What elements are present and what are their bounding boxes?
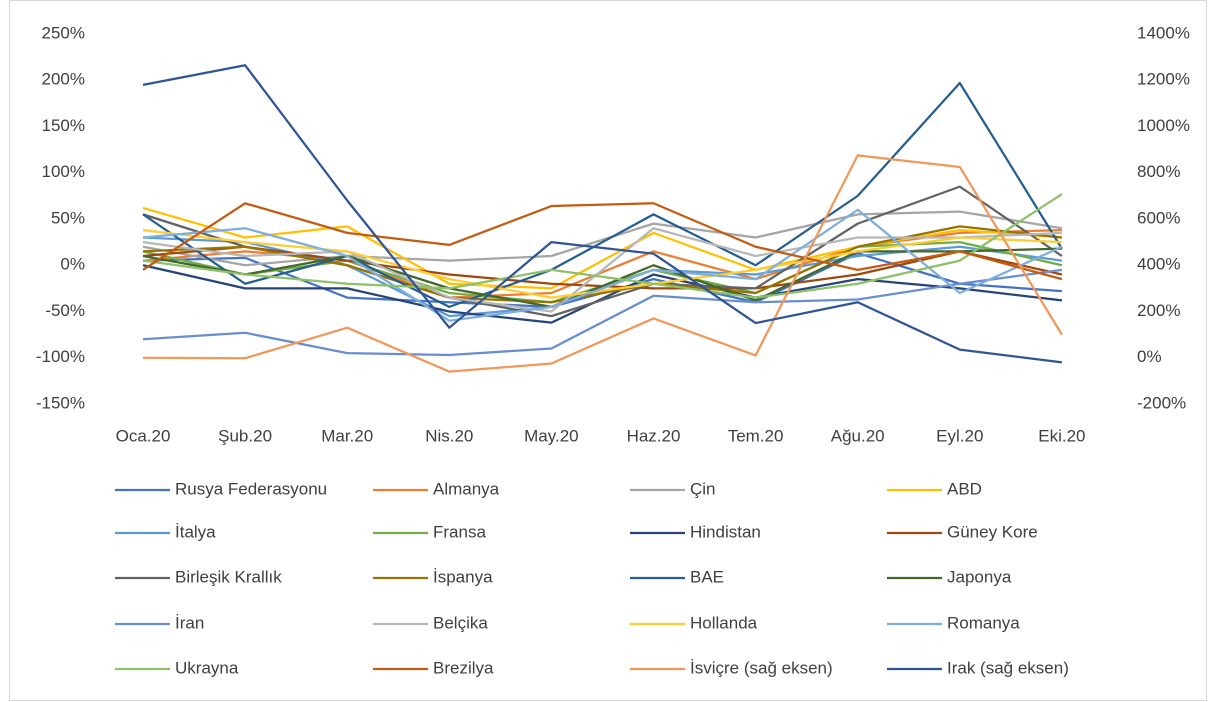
y2-tick-label: -200%: [1137, 393, 1186, 412]
x-tick-label: May.20: [524, 426, 579, 445]
series-line: [142, 154, 1063, 373]
series-line: [142, 264, 1063, 324]
legend-label: İran: [175, 613, 204, 632]
x-tick-label: Tem.20: [728, 426, 784, 445]
legend-label: Hollanda: [690, 613, 758, 632]
legend-label: İspanya: [433, 567, 493, 586]
y-tick-label: -150%: [36, 393, 85, 412]
legend-label: Japonya: [947, 567, 1012, 586]
legend-label: Fransa: [433, 522, 486, 541]
legend-label: Çin: [690, 479, 716, 498]
series-line: [142, 208, 1063, 322]
x-tick-label: Şub.20: [218, 426, 272, 445]
y-tick-label: 100%: [42, 162, 85, 181]
y2-tick-label: 1200%: [1137, 70, 1190, 89]
legend-label: Belçika: [433, 613, 488, 632]
y2-tick-label: 1000%: [1137, 116, 1190, 135]
legend-label: Romanya: [947, 613, 1020, 632]
x-tick-label: Eyl.20: [936, 426, 983, 445]
legend-label: Birleşik Krallık: [175, 567, 282, 586]
series-line: [142, 81, 1063, 308]
legend-label: Almanya: [433, 479, 500, 498]
y2-tick-label: 800%: [1137, 162, 1180, 181]
y-tick-label: -50%: [45, 301, 85, 320]
legend-label: Hindistan: [690, 522, 761, 541]
y-tick-label: 0%: [60, 255, 85, 274]
y2-tick-label: 600%: [1137, 208, 1180, 227]
legend-label: Brezilya: [433, 658, 494, 677]
y2-tick-label: 0%: [1137, 347, 1162, 366]
y-tick-label: 250%: [42, 23, 85, 42]
x-tick-label: Oca.20: [116, 426, 171, 445]
x-tick-label: Haz.20: [627, 426, 681, 445]
series-line: [142, 202, 1063, 281]
series-line: [142, 210, 1063, 267]
legend-label: İtalya: [175, 522, 216, 541]
legend-label: Güney Kore: [947, 522, 1038, 541]
legend-label: Irak (sağ eksen): [947, 658, 1069, 677]
series-line: [142, 227, 1062, 313]
y2-tick-label: 1400%: [1137, 23, 1190, 42]
x-tick-label: Ağu.20: [831, 426, 885, 445]
y2-tick-label: 200%: [1137, 301, 1180, 320]
y-tick-label: 200%: [42, 70, 85, 89]
y-tick-label: 50%: [51, 208, 85, 227]
y-tick-label: 150%: [42, 116, 85, 135]
series-line: [142, 64, 1063, 364]
y2-tick-label: 400%: [1137, 255, 1180, 274]
series-line: [142, 228, 1062, 299]
legend-label: Ukrayna: [175, 658, 239, 677]
legend-label: BAE: [690, 567, 724, 586]
legend-label: ABD: [947, 479, 982, 498]
x-tick-label: Mar.20: [321, 426, 373, 445]
x-tick-label: Nis.20: [425, 426, 473, 445]
y-tick-label: -100%: [36, 347, 85, 366]
series-line: [142, 193, 1063, 299]
legend-label: Rusya Federasyonu: [175, 479, 327, 498]
legend-label: İsviçre (sağ eksen): [690, 658, 833, 677]
chart-frame: [9, 0, 1207, 701]
x-tick-label: Eki.20: [1038, 426, 1085, 445]
